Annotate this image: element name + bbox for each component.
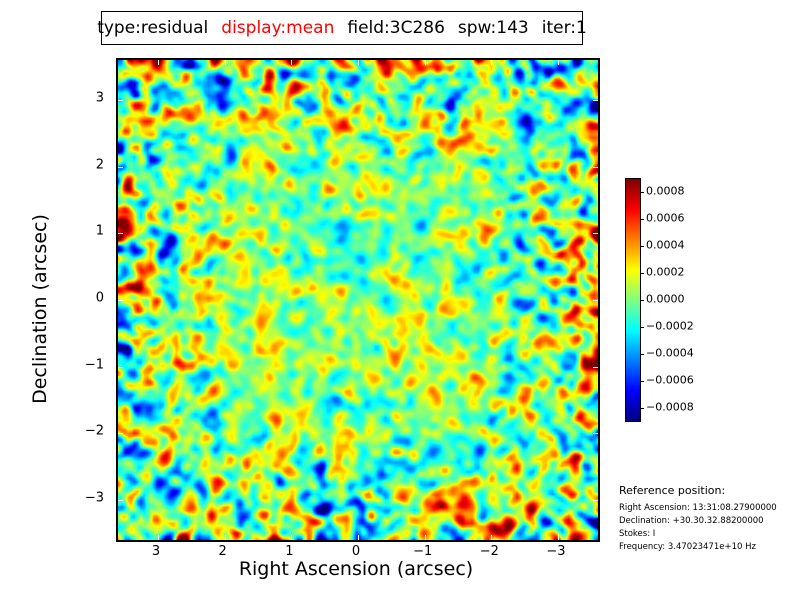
x-tick-label: 0: [351, 544, 361, 559]
title-segment-type: type:residual: [97, 17, 209, 38]
x-tick-mark: [491, 535, 493, 540]
x-tick-mark-top: [491, 60, 493, 65]
y-tick-label: −1: [84, 357, 104, 373]
colorbar-tick-label: −0.0006: [646, 373, 694, 387]
x-tick-mark-top: [224, 60, 226, 65]
colorbar-tick-label: −0.0008: [646, 400, 694, 414]
x-tick-mark: [424, 535, 426, 540]
colorbar-tick-label: 0.0008: [646, 184, 685, 198]
colorbar-tick-mark: [640, 273, 644, 275]
colorbar[interactable]: [625, 178, 644, 422]
x-tick-label: −2: [479, 544, 499, 559]
title-segment-field: field:3C286: [347, 17, 445, 38]
residual-image-raster[interactable]: [118, 60, 598, 540]
reference-stokes: Stokes: I: [619, 529, 656, 539]
reference-declination: Declination: +30.30.32.88200000: [619, 516, 764, 526]
colorbar-tick-mark: [640, 326, 644, 328]
residual-image-plot[interactable]: [116, 58, 600, 542]
x-tick-mark: [224, 535, 226, 540]
colorbar-tick-label: −0.0002: [646, 319, 694, 333]
title-segment-display: display:mean: [221, 17, 335, 38]
y-tick-mark: [118, 300, 123, 301]
colorbar-tick-label: 0.0004: [646, 238, 685, 252]
y-axis-title: Declination (arcsec): [29, 214, 51, 404]
x-tick-mark: [358, 535, 359, 540]
y-tick-mark-right: [593, 100, 598, 101]
x-tick-label: −1: [413, 544, 433, 559]
colorbar-tick-label: −0.0004: [646, 346, 694, 360]
y-tick-mark-right: [593, 433, 598, 435]
y-tick-label: −2: [84, 423, 104, 439]
colorbar-tick-mark: [640, 353, 644, 355]
y-tick-mark: [118, 366, 123, 368]
x-tick-mark-top: [358, 60, 359, 65]
colorbar-tick-mark: [640, 246, 644, 248]
x-tick-label: 3: [151, 544, 161, 559]
x-tick-mark-top: [558, 60, 559, 65]
y-tick-mark: [118, 500, 123, 501]
reference-right-ascension: Right Ascension: 13:31:08.27900000: [619, 503, 777, 513]
y-tick-label: 0: [95, 290, 104, 306]
y-tick-mark-right: [593, 366, 598, 368]
y-tick-mark-right: [593, 300, 598, 301]
image-title-bar: type:residual display:mean field:3C286 s…: [97, 11, 587, 45]
colorbar-tick-mark: [640, 300, 644, 301]
title-segment-iter: iter:1: [541, 17, 587, 38]
y-tick-label: 3: [95, 90, 104, 106]
x-tick-label: 2: [218, 544, 227, 559]
y-tick-mark-right: [593, 166, 598, 168]
y-tick-mark-right: [593, 500, 598, 501]
x-tick-mark-top: [424, 60, 426, 65]
y-tick-mark: [118, 166, 123, 168]
y-tick-mark: [118, 100, 123, 101]
x-tick-mark: [558, 535, 559, 540]
x-tick-mark-top: [158, 60, 159, 65]
x-tick-mark-top: [291, 60, 293, 65]
y-tick-mark-right: [593, 233, 598, 235]
y-tick-mark: [118, 433, 123, 435]
title-segment-spw: spw:143: [457, 17, 529, 38]
x-tick-label: −3: [546, 544, 566, 559]
colorbar-tick-mark: [640, 192, 644, 194]
colorbar-tick-mark: [640, 407, 644, 409]
colorbar-tick-label: 0.0006: [646, 211, 685, 225]
colorbar-tick-mark: [640, 219, 644, 221]
reference-position-block: Reference position: Right Ascension: 13:…: [619, 484, 800, 554]
x-tick-mark: [158, 535, 159, 540]
colorbar-tick-label: 0.0000: [646, 292, 685, 306]
reference-position-title: Reference position:: [619, 484, 726, 497]
y-tick-label: −3: [84, 490, 104, 506]
colorbar-tick-mark: [640, 380, 644, 382]
x-tick-mark: [291, 535, 293, 540]
y-tick-label: 1: [95, 223, 104, 239]
reference-frequency: Frequency: 3.47023471e+10 Hz: [619, 542, 756, 552]
colorbar-tick-label: 0.0002: [646, 265, 685, 279]
y-tick-label: 2: [95, 157, 104, 173]
colorbar-gradient: [626, 179, 640, 421]
x-axis-title: Right Ascension (arcsec): [238, 558, 474, 580]
x-tick-label: 1: [285, 544, 294, 559]
y-tick-mark: [118, 233, 123, 235]
